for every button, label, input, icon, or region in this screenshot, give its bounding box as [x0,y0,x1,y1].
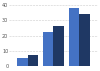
Bar [17,58,28,66]
Bar [28,55,38,66]
Bar [54,26,64,66]
Bar [79,14,90,66]
Bar [69,8,79,66]
Bar [43,32,54,66]
